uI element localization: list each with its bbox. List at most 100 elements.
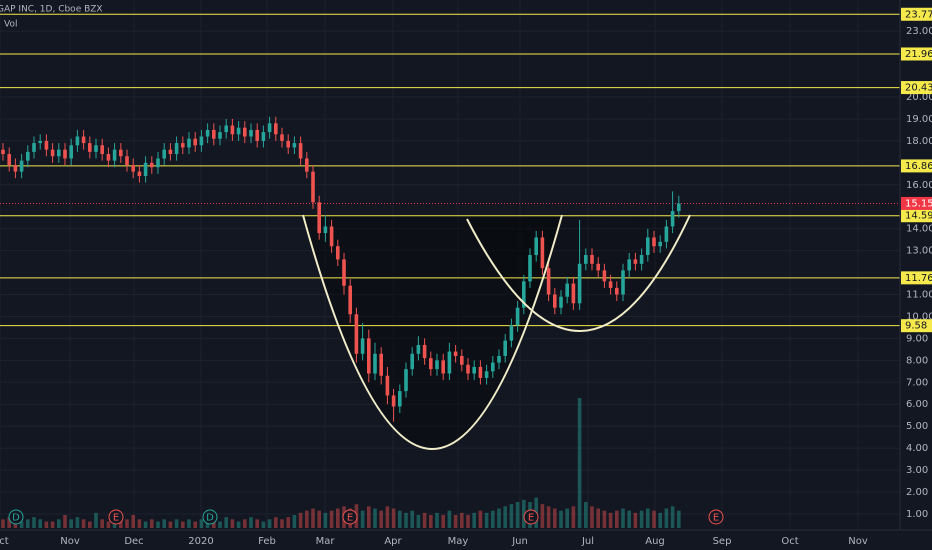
y-tick-label: 2.00 [906, 487, 928, 498]
candle-body [205, 129, 210, 137]
y-tick-label: 16.00 [906, 180, 932, 191]
volume-bar [565, 508, 569, 528]
volume-label: Vol [4, 20, 17, 30]
y-tick-label: 18.00 [906, 136, 932, 147]
candle-body [212, 129, 216, 139]
level-tag [901, 81, 932, 95]
volume-bar [627, 510, 631, 528]
volume-bar [38, 519, 42, 528]
volume-bar [664, 508, 669, 528]
volume-bar [236, 521, 241, 528]
candle-body [627, 259, 631, 271]
candle-body [75, 136, 80, 146]
volume-bar [447, 510, 452, 528]
volume-bar [143, 521, 148, 528]
y-tick-label: 11.00 [906, 290, 932, 301]
candle-body [404, 369, 408, 392]
level-label: 11.76 [905, 273, 932, 284]
x-tick-label: Sep [713, 536, 732, 547]
candle-body [373, 353, 377, 374]
volume-bar [50, 521, 55, 528]
candle-body [497, 355, 501, 363]
candle-body [460, 355, 464, 365]
volume-bar [410, 510, 414, 528]
volume-bar [193, 521, 197, 528]
volume-bar [174, 519, 179, 528]
volume-bar [546, 506, 551, 528]
candles [1, 116, 681, 422]
x-tick-label: Feb [258, 536, 276, 547]
candle-body [354, 314, 359, 354]
candle-body [602, 270, 607, 282]
candle-body [441, 360, 445, 374]
volume-bar [1, 519, 5, 528]
event-marker [8, 509, 24, 525]
volume-bar [540, 504, 545, 528]
volume-bar [150, 519, 154, 528]
candle-body [50, 149, 55, 157]
candle-body [106, 154, 111, 161]
candle-body [596, 263, 600, 271]
volume-bar [621, 508, 625, 528]
y-tick-label: 4.00 [906, 443, 928, 454]
x-tick-label: Mar [316, 536, 336, 547]
candle-body [652, 237, 656, 247]
volume-bar [292, 515, 297, 528]
volume-bar [379, 510, 383, 528]
volume-bar [280, 519, 284, 528]
candle-body [131, 165, 135, 172]
candle-body [44, 140, 49, 150]
x-tick-label: Oct [0, 536, 9, 547]
volume-bar [100, 519, 104, 528]
volume-bar [608, 512, 613, 528]
volume-bar [559, 510, 563, 528]
candle-body [150, 162, 154, 168]
level-tag [901, 159, 932, 173]
volume-bar [416, 515, 421, 528]
volume-bar [404, 512, 408, 528]
volume-bar [435, 512, 439, 528]
volume-bar [515, 502, 520, 528]
candle-body [249, 129, 253, 137]
candle-body [119, 149, 123, 157]
candle-body [19, 160, 24, 172]
volume-bar [81, 519, 86, 528]
candle-body [125, 156, 129, 166]
candle-body [546, 268, 551, 295]
volume-bar [615, 510, 619, 528]
x-tick-label: 2020 [188, 536, 213, 547]
volume-bar [199, 519, 204, 528]
candle-body [317, 202, 321, 234]
candle-body [398, 391, 402, 407]
candle-body [385, 375, 390, 396]
volume-bar [385, 506, 390, 528]
volume-bar [249, 517, 253, 528]
y-tick-label: 3.00 [906, 465, 928, 476]
volume-bar [267, 519, 272, 528]
level-label: 23.77 [905, 9, 932, 20]
volume-bar [677, 510, 681, 528]
candle-body [429, 358, 433, 370]
volume-bar [44, 521, 49, 528]
candle-body [664, 226, 669, 242]
volume-bar [298, 512, 303, 528]
x-tick-label: May [448, 536, 469, 547]
y-tick-label: 14.00 [906, 224, 932, 235]
candle-body [100, 145, 104, 155]
candle-body [143, 162, 148, 177]
x-tick-label: Aug [645, 536, 665, 547]
candle-body [305, 158, 309, 172]
level-label: 20.43 [905, 83, 932, 94]
volume-bar [453, 515, 458, 528]
last-price-tag [901, 196, 932, 210]
candle-body [230, 125, 235, 135]
volume-bar [125, 519, 129, 528]
candle-body [478, 366, 483, 378]
candle-body [137, 171, 142, 177]
event-label: E [113, 513, 119, 524]
level-tag [901, 209, 932, 223]
volume-bar [336, 508, 340, 528]
y-tick-label: 19.00 [906, 114, 932, 125]
volume-bar [398, 510, 402, 528]
candle-body [484, 371, 489, 378]
